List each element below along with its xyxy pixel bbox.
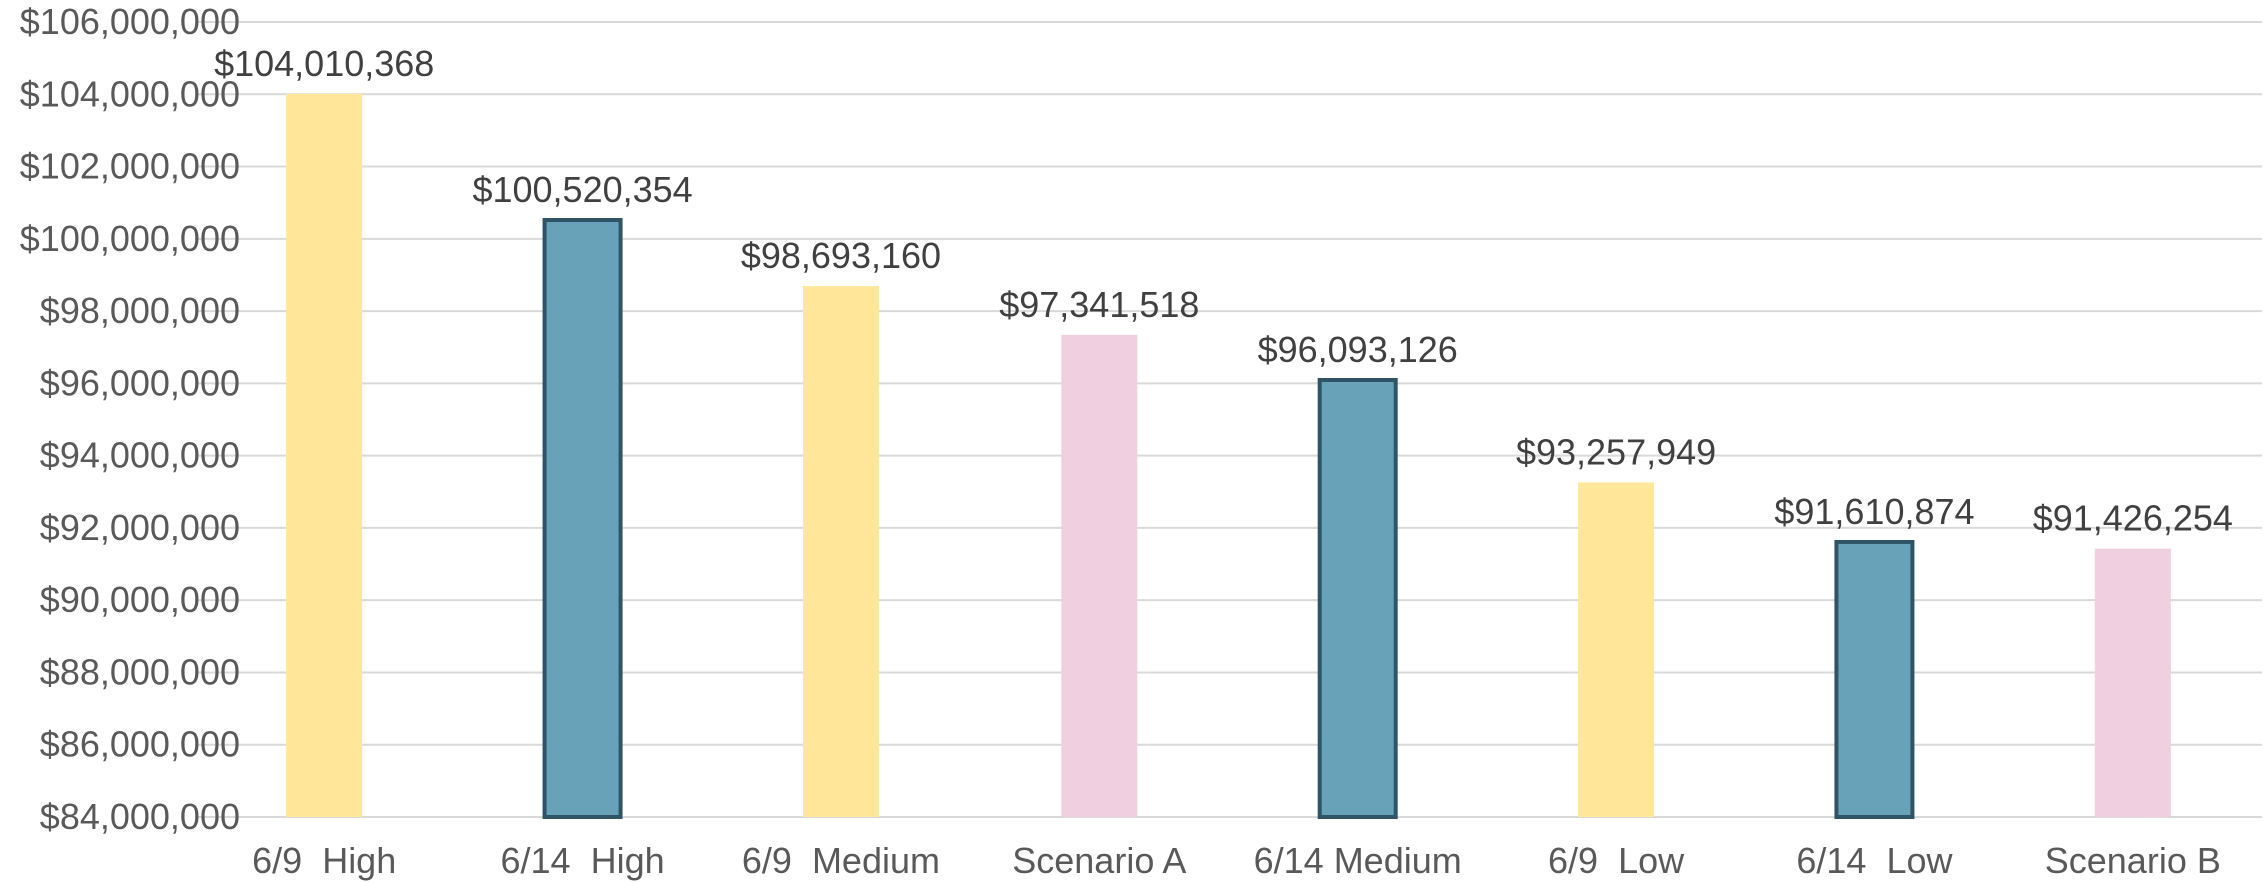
y-tick-label: $102,000,000 [20, 146, 240, 187]
bars [286, 93, 2171, 820]
data-label: $96,093,126 [1258, 329, 1458, 370]
bar[interactable] [802, 286, 879, 818]
x-tick-label: Scenario B [2045, 840, 2221, 881]
data-labels: $104,010,368 $100,520,354 $98,693,160 $97,3… [214, 43, 2233, 539]
data-label: $104,010,368 [214, 43, 434, 84]
y-tick-label: $100,000,000 [20, 218, 240, 259]
data-label: $97,341,518 [999, 284, 1199, 325]
y-tick-label: $106,000,000 [20, 1, 240, 42]
data-label: $91,426,254 [2033, 498, 2233, 539]
bar[interactable] [1834, 539, 1915, 819]
y-tick-label: $90,000,000 [40, 579, 240, 620]
y-tick-label: $92,000,000 [40, 507, 240, 548]
data-label: $91,610,874 [1774, 491, 1974, 532]
bar[interactable] [2094, 548, 2171, 817]
x-tick-label: 6/9 Medium [742, 840, 940, 881]
y-tick-label: $88,000,000 [40, 651, 240, 692]
bar[interactable] [542, 218, 623, 820]
x-tick-label: 6/9 Low [1548, 840, 1685, 881]
y-axis: $84,000,000 $86,000,000 $88,000,000 $90,000… [20, 1, 240, 837]
y-tick-label: $86,000,000 [40, 724, 240, 765]
gridlines [195, 21, 2262, 818]
data-label: $98,693,160 [741, 235, 941, 276]
bar[interactable] [1061, 334, 1138, 817]
bar[interactable] [1317, 377, 1398, 819]
bar[interactable] [286, 93, 363, 817]
y-tick-label: $96,000,000 [40, 362, 240, 403]
x-tick-label: 6/14 High [501, 840, 665, 881]
y-tick-label: $98,000,000 [40, 290, 240, 331]
data-label: $100,520,354 [472, 169, 692, 210]
bar[interactable] [1578, 482, 1655, 817]
x-tick-label: 6/14 Low [1796, 840, 1953, 881]
y-tick-label: $94,000,000 [40, 435, 240, 476]
x-tick-label: 6/9 High [252, 840, 396, 881]
x-axis: 6/9 High 6/14 High 6/9 Medium Scenario A 6/1… [252, 840, 2221, 881]
x-tick-label: 6/14 Medium [1254, 840, 1462, 881]
y-tick-label: $84,000,000 [40, 796, 240, 837]
y-tick-label: $104,000,000 [20, 73, 240, 114]
x-tick-label: Scenario A [1012, 840, 1186, 881]
data-label: $93,257,949 [1516, 431, 1716, 472]
